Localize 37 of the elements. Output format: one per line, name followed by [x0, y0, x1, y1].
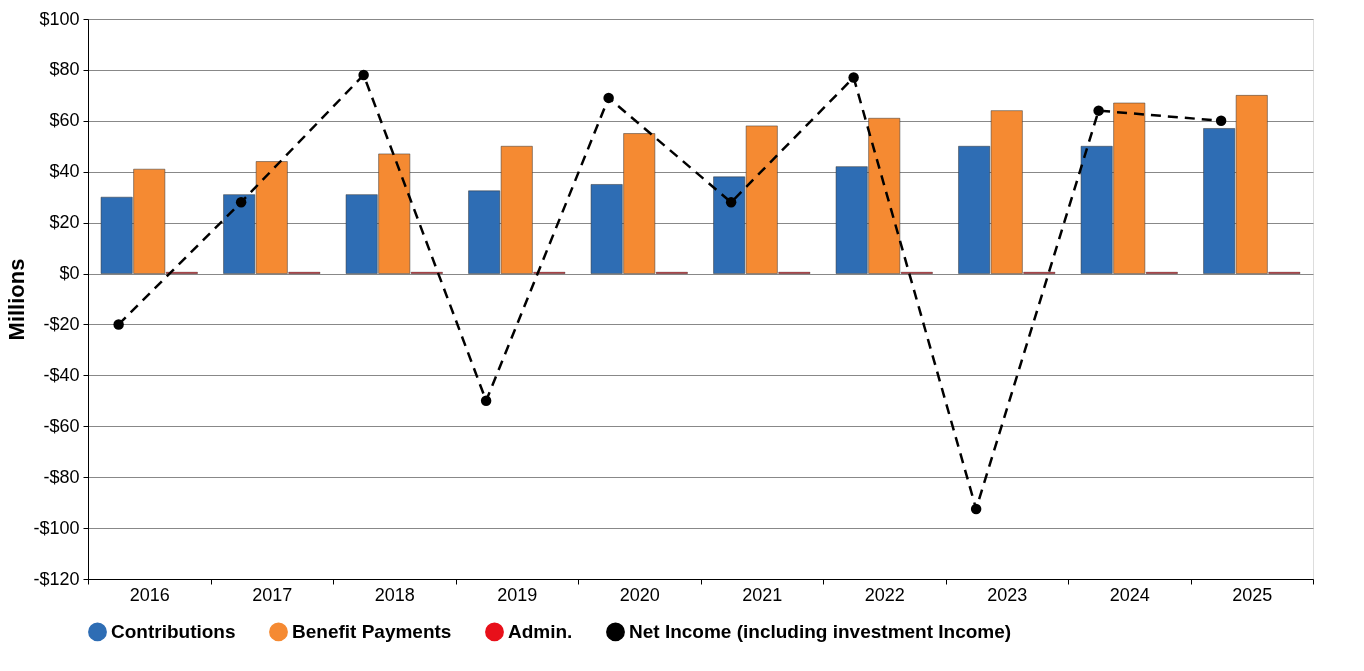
x-tick-label: 2022 — [864, 584, 905, 605]
point — [725, 197, 737, 208]
point — [848, 72, 859, 83]
point — [603, 92, 614, 104]
y-axis-title: Millions — [4, 258, 30, 341]
y-tick-label: -$100 — [33, 517, 80, 538]
point — [1215, 115, 1227, 127]
legend-label: Admin. — [508, 620, 573, 642]
y-tick-label: -$40 — [43, 364, 80, 385]
y-tick-label: -$80 — [43, 466, 80, 487]
y-tick-label: -$60 — [43, 415, 80, 436]
y-tick-label: $80 — [49, 59, 80, 80]
y-tick-label: $20 — [49, 212, 80, 233]
y-tick-label: $0 — [59, 263, 80, 284]
x-tick-label: 2024 — [1109, 584, 1150, 605]
x-tick-label: 2019 — [497, 584, 538, 605]
x-tick-label: 2023 — [987, 584, 1028, 605]
legend-label: Benefit Payments — [292, 620, 452, 642]
x-tick-label: 2020 — [619, 584, 660, 605]
x-tick-label: 2017 — [252, 584, 293, 605]
x-tick-label: 2021 — [742, 584, 783, 605]
y-tick-label: -$120 — [33, 568, 80, 589]
y-tick-label: -$20 — [43, 313, 80, 334]
x-tick-label: 2018 — [374, 584, 415, 605]
y-tick-label: $40 — [49, 161, 80, 182]
point — [480, 395, 492, 407]
x-tick-label: 2025 — [1232, 584, 1273, 605]
point — [358, 69, 369, 81]
point — [113, 319, 124, 330]
point — [970, 503, 982, 515]
legend-label: Contributions — [111, 620, 236, 642]
x-tick-label: 2016 — [129, 584, 170, 605]
y-tick-label: $60 — [49, 110, 80, 131]
y-tick-label: $100 — [39, 8, 80, 29]
legend-label: Net Income (including investment Income) — [629, 620, 1012, 642]
point — [235, 197, 247, 208]
point — [1093, 105, 1104, 116]
